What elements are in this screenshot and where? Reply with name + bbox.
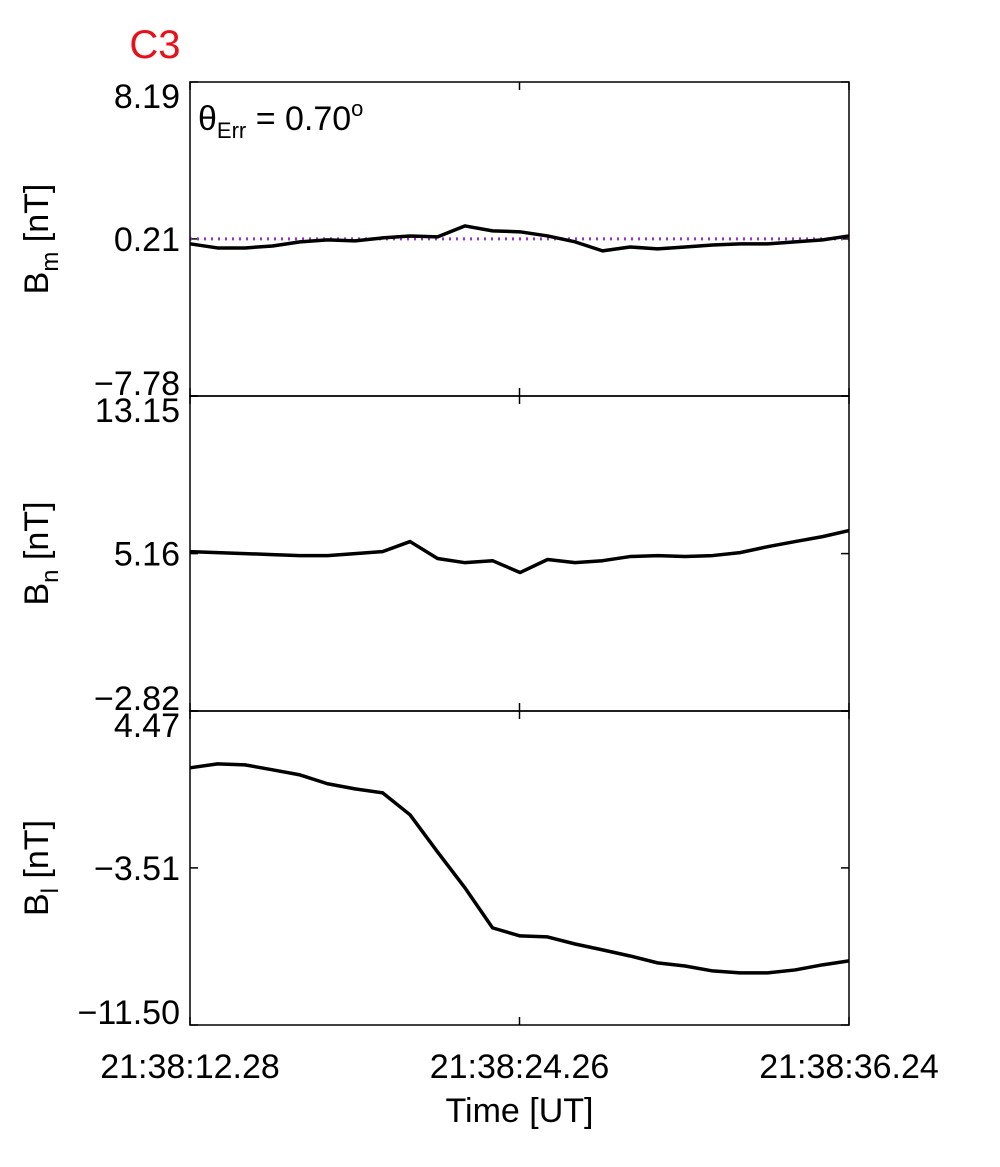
axes-frame: [189, 710, 850, 1026]
x-axis-label: Time [UT]: [446, 1092, 594, 1130]
y-label-base: B: [18, 272, 56, 295]
y-label-base: B: [18, 893, 56, 916]
y-tick-label: 5.16: [114, 536, 180, 574]
chart-title: C3: [129, 23, 180, 67]
annotation-sub: Err: [217, 118, 246, 143]
y-label-unit: [nT]: [18, 820, 56, 888]
y-tick-label: −2.82: [94, 680, 180, 718]
data-line: [189, 224, 850, 253]
annotation-sup: o: [351, 96, 363, 121]
y-label-unit: [nT]: [18, 501, 56, 569]
y-axis-label: Bm [nT]: [18, 184, 64, 295]
x-tick-label: 21:38:36.24: [759, 1048, 939, 1086]
y-label-base: B: [18, 583, 56, 606]
x-tick-label: 21:38:24.26: [430, 1048, 610, 1086]
annotation-symbol: θ: [198, 100, 217, 138]
y-tick-label: 8.19: [114, 78, 180, 116]
y-label-unit: [nT]: [18, 184, 56, 252]
y-axis-label: Bl [nT]: [18, 820, 64, 916]
data-line: [189, 762, 850, 975]
data-line: [189, 528, 850, 575]
y-axis-label: Bn [nT]: [18, 501, 64, 605]
y-tick-label: −3.51: [94, 850, 180, 888]
annotation-text: = 0.70: [246, 100, 351, 138]
y-label-sub: m: [37, 252, 64, 272]
y-tick-label: −11.50: [78, 994, 180, 1032]
annotation: θErr = 0.70o: [198, 96, 363, 143]
y-tick-label: 4.47: [114, 707, 180, 745]
y-label-sub: n: [37, 569, 64, 582]
y-tick-label: 13.15: [95, 392, 180, 430]
y-tick-label: 0.21: [114, 221, 180, 259]
x-tick-label: 21:38:12.28: [100, 1048, 280, 1086]
y-tick-label: −7.78: [94, 365, 180, 403]
y-label-sub: l: [37, 888, 64, 893]
